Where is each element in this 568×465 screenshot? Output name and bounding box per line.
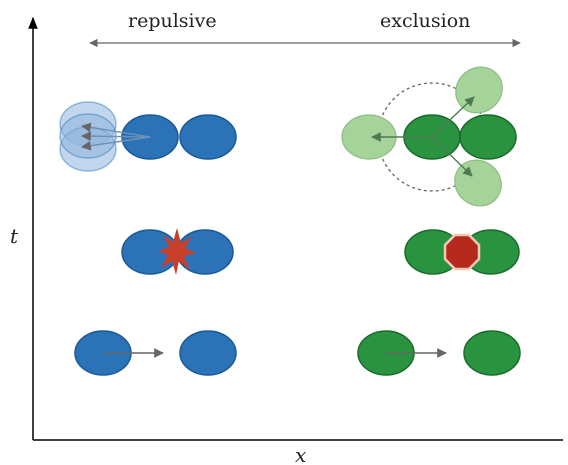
exclusion-middle-row: [404, 229, 520, 275]
burst-icon: [158, 228, 196, 275]
exclusion-bottom-row: [357, 330, 521, 376]
repulsion-arrow: [81, 122, 151, 138]
green-particle: [463, 330, 521, 376]
repulsive-top-row: [59, 101, 237, 172]
green-particle: [459, 114, 517, 160]
blue-particle: [179, 114, 237, 160]
green-ghost-particle: [455, 66, 503, 114]
jump-arrow: [431, 96, 475, 138]
jump-arrow: [431, 136, 473, 177]
repulsion-arrow: [81, 136, 151, 151]
repulsive-label: repulsive: [128, 10, 217, 32]
repulsion-arrow: [81, 131, 151, 142]
repulsive-bottom-row: [74, 330, 237, 376]
repulsive-middle-row: [121, 228, 234, 275]
stop-sign-icon: [443, 233, 481, 271]
x-axis-label: x: [295, 443, 306, 465]
exclusion-label: exclusion: [380, 10, 470, 32]
t-axis-label: t: [10, 224, 19, 248]
blue-particle: [179, 330, 237, 376]
exclusion-top-row: [341, 66, 517, 207]
axes: t x: [10, 16, 563, 465]
